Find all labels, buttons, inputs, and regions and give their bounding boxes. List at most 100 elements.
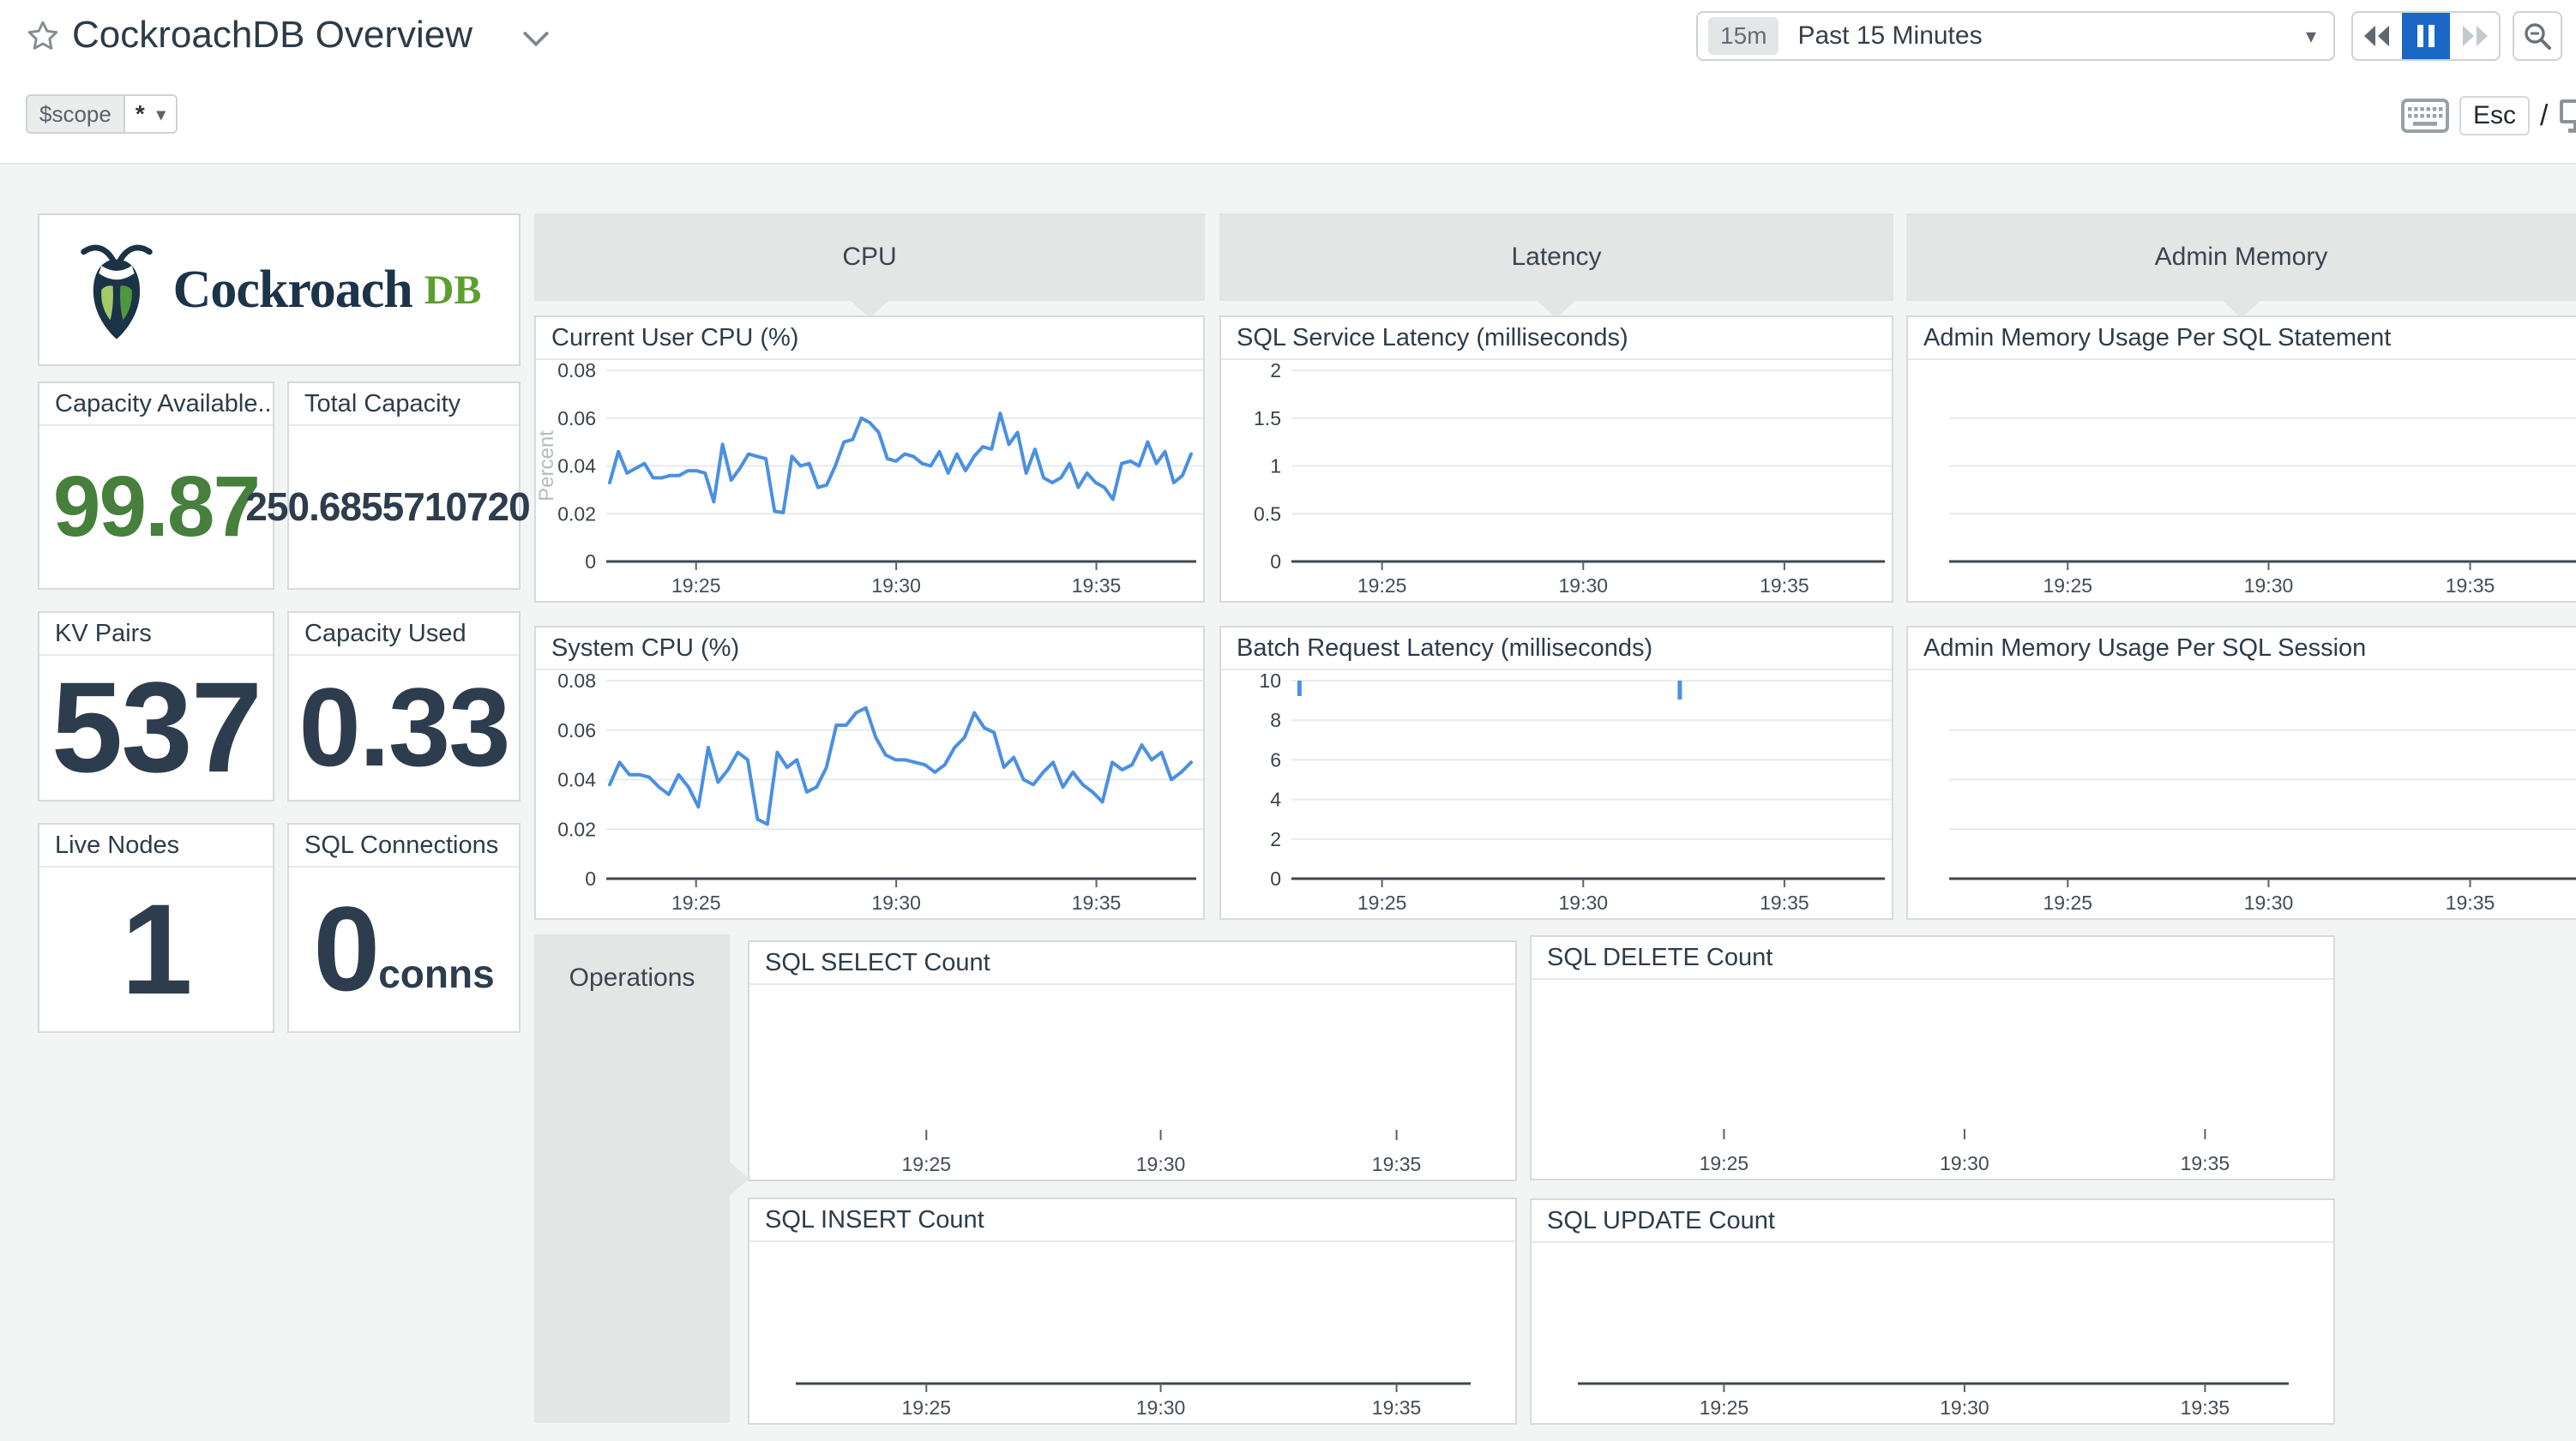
svg-text:0.02: 0.02 [557, 818, 596, 840]
group-label: Admin Memory [2154, 243, 2328, 271]
svg-text:19:30: 19:30 [871, 574, 921, 597]
svg-text:19:25: 19:25 [1700, 1396, 1749, 1419]
svg-text:0.5: 0.5 [1254, 502, 1281, 525]
chart-title: Admin Memory Usage Per SQL Session [1908, 627, 2576, 670]
svg-text:19:30: 19:30 [1136, 1396, 1186, 1419]
group-header-operations[interactable]: Operations [534, 934, 749, 1423]
chart-plot-batch-request-latency[interactable]: 0 2 4 6 8 10 19:25 19:30 19:35 [1221, 669, 1892, 918]
chevron-down-icon[interactable] [521, 29, 551, 50]
svg-text:1: 1 [1270, 455, 1281, 477]
top-header: CockroachDB Overview 15m Past 15 Minutes… [0, 0, 2576, 163]
svg-text:1.5: 1.5 [1254, 407, 1281, 429]
chart-card-current-user-cpu: Current User CPU (%) 0 0.02 0.04 0.06 0.08 19… [534, 315, 1205, 603]
stat-value: 537 [51, 655, 262, 799]
esc-button[interactable]: Esc [2459, 96, 2531, 135]
chart-card-batch-request-latency: Batch Request Latency (milliseconds) 0 2 4… [1219, 626, 1893, 920]
chart-plot-sql-service-latency[interactable]: 0 0.5 1 1.5 2 19:25 19:30 19:35 [1221, 358, 1892, 601]
svg-text:8: 8 [1270, 709, 1281, 731]
svg-text:0.02: 0.02 [557, 502, 596, 525]
group-header-latency[interactable]: Latency [1219, 213, 1893, 318]
stat-title: SQL Connections [289, 825, 519, 868]
svg-text:19:25: 19:25 [671, 574, 721, 597]
stat-value: 250.6855710720 [245, 483, 530, 529]
svg-text:19:25: 19:25 [1357, 574, 1407, 597]
pause-icon [2417, 25, 2435, 47]
group-header-cpu[interactable]: CPU [534, 213, 1205, 318]
svg-text:19:30: 19:30 [1940, 1396, 1989, 1419]
stat-card-total-capacity: Total Capacity 250.6855710720GB [245, 381, 563, 590]
chart-title: Admin Memory Usage Per SQL Statement [1908, 317, 2576, 360]
svg-text:19:35: 19:35 [2446, 574, 2495, 597]
svg-text:19:35: 19:35 [2181, 1396, 2230, 1419]
svg-text:19:25: 19:25 [2043, 574, 2093, 597]
stat-unit: conns [378, 952, 495, 996]
svg-text:19:35: 19:35 [2181, 1152, 2230, 1174]
svg-text:0.04: 0.04 [557, 769, 596, 791]
svg-text:19:25: 19:25 [1357, 892, 1407, 914]
svg-text:0: 0 [585, 550, 596, 573]
pause-button[interactable] [2401, 13, 2451, 59]
page-title: CockroachDB Overview [72, 14, 473, 56]
fast-forward-button[interactable] [2450, 13, 2499, 59]
rewind-icon [2364, 26, 2390, 46]
chart-title: SQL DELETE Count [1532, 937, 2333, 980]
svg-text:19:35: 19:35 [1760, 892, 1809, 914]
svg-text:6: 6 [1270, 748, 1281, 771]
group-label: Latency [1511, 243, 1602, 271]
svg-text:0: 0 [585, 868, 596, 890]
stat-card-capacity-used: Capacity Used 0.33 [287, 611, 521, 802]
group-header-admin-memory[interactable]: Admin Memory [1906, 213, 2576, 318]
stat-title: Live Nodes [39, 825, 273, 868]
rewind-button[interactable] [2353, 13, 2402, 59]
svg-text:19:25: 19:25 [1700, 1152, 1749, 1174]
chart-plot-admin-memory-session[interactable]: 19:25 19:30 19:35 [1908, 669, 2576, 918]
chart-card-sql-service-latency: SQL Service Latency (milliseconds) 0 0.5 1… [1219, 315, 1893, 603]
svg-text:19:30: 19:30 [2244, 574, 2294, 597]
svg-text:19:25: 19:25 [902, 1153, 952, 1175]
svg-text:0: 0 [1270, 868, 1281, 890]
stat-value: 99.87 [52, 458, 261, 555]
time-range-badge: 15m [1708, 17, 1779, 55]
chart-title: Batch Request Latency (milliseconds) [1221, 627, 1892, 670]
chart-title: System CPU (%) [536, 627, 1203, 670]
shortcut-hints: Esc / [2401, 96, 2576, 135]
template-variable-value: * [135, 100, 145, 127]
chart-plot-current-user-cpu[interactable]: 0 0.02 0.04 0.06 0.08 19:25 19:30 19:35 Percent [536, 358, 1203, 601]
logo-db-mark: DB [424, 267, 482, 313]
stat-value: 1 [121, 876, 192, 1021]
chart-title: SQL UPDATE Count [1532, 1200, 2333, 1243]
svg-text:Percent: Percent [536, 430, 558, 501]
group-label: CPU [842, 243, 897, 271]
star-icon[interactable] [26, 19, 60, 53]
stat-card-capacity-available: Capacity Available... 99.87 [38, 381, 274, 590]
stat-value: 0.33 [298, 664, 510, 790]
chart-plot-sql-delete-count[interactable]: 19:25 19:30 19:35 [1532, 978, 2333, 1179]
template-variable-scope[interactable]: $scope * ▾ [26, 94, 178, 134]
chart-plot-sql-select-count[interactable]: 19:25 19:30 19:35 [749, 983, 1515, 1180]
stat-title: Capacity Used [289, 613, 519, 656]
keyboard-icon[interactable] [2401, 99, 2449, 133]
cockroach-bug-icon [80, 244, 153, 339]
caret-down-icon: ▾ [2305, 24, 2316, 48]
stat-card-live-nodes: Live Nodes 1 [38, 823, 274, 1033]
logo-wordmark: Cockroach [172, 260, 413, 319]
svg-text:19:35: 19:35 [1760, 574, 1809, 597]
chart-card-sql-select-count: SQL SELECT Count 19:25 19:30 19:35 [748, 940, 1517, 1181]
chart-plot-admin-memory-statement[interactable]: 19:25 19:30 19:35 [1908, 358, 2576, 601]
svg-text:19:30: 19:30 [1136, 1153, 1186, 1175]
svg-text:0: 0 [1270, 550, 1281, 573]
tv-screen-icon[interactable] [2558, 98, 2576, 134]
svg-text:19:30: 19:30 [2244, 892, 2294, 914]
chart-plot-system-cpu[interactable]: 0 0.02 0.04 0.06 0.08 19:25 19:30 19:35 [536, 669, 1203, 918]
svg-text:19:35: 19:35 [1372, 1153, 1422, 1175]
zoom-out-button[interactable] [2513, 11, 2562, 61]
svg-text:0.06: 0.06 [557, 719, 596, 742]
chart-title: SQL Service Latency (milliseconds) [1221, 317, 1892, 360]
svg-text:0.08: 0.08 [557, 669, 596, 692]
svg-text:4: 4 [1270, 789, 1281, 811]
time-range-selector[interactable]: 15m Past 15 Minutes ▾ [1696, 11, 2335, 61]
chart-plot-sql-update-count[interactable]: 19:25 19:30 19:35 [1532, 1241, 2333, 1423]
svg-text:0.08: 0.08 [557, 359, 596, 381]
chart-card-sql-insert-count: SQL INSERT Count 19:25 19:30 19:35 [748, 1198, 1517, 1425]
chart-plot-sql-insert-count[interactable]: 19:25 19:30 19:35 [749, 1240, 1515, 1423]
